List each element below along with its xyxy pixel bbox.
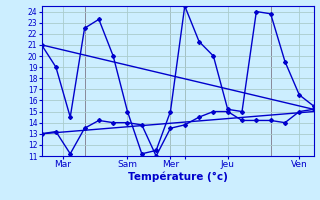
X-axis label: Température (°c): Température (°c) [128, 172, 228, 182]
